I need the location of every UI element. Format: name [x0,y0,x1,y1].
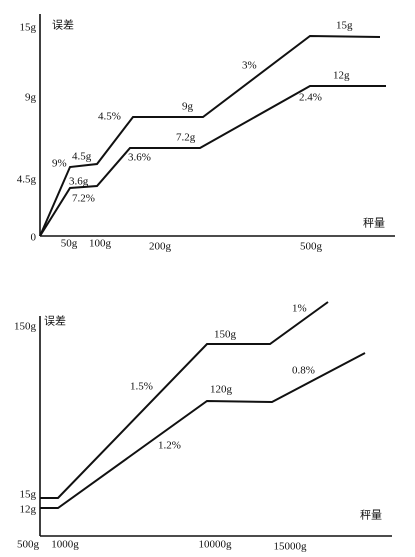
x-label: 1000g [51,539,79,551]
annotation: 9% [52,158,67,170]
y-label: 15g [20,489,37,501]
annotation: 7.2g [176,132,196,144]
x-label: 50g [61,238,78,250]
top-lower-line [39,85,386,237]
top-axes [39,14,395,237]
x-label: 10000g [199,539,233,551]
x-label: 500g [17,539,40,551]
annotation: 2.4% [299,92,322,104]
axis-title: 秤量 [360,509,382,522]
y-label: 4.5g [17,174,37,186]
bottom-lower-line [40,352,366,509]
annotation: 7.2% [72,193,95,205]
y-label: 15g [20,22,37,34]
annotation: 1% [292,303,307,315]
y-label: 9g [25,92,37,104]
annotation: 9g [182,101,194,113]
x-label: 100g [89,238,112,250]
axis-title: 误差 [52,18,74,32]
axis-title: 误差 [44,314,66,328]
y-label: 0 [31,232,37,244]
annotation: 4.5% [98,111,121,123]
annotation: 120g [210,384,233,396]
top-upper-line [39,34,381,237]
annotation: 3.6% [128,152,151,164]
annotation: 12g [333,70,350,82]
y-label: 12g [20,504,37,516]
x-label: 15000g [274,541,308,553]
annotation: 1.5% [130,381,153,393]
y-label: 150g [14,321,37,333]
annotation: 150g [214,329,237,341]
x-label: 500g [300,241,323,253]
axis-title: 秤量 [363,217,385,230]
annotation: 4.5g [72,151,92,163]
annotation: 1.2% [158,440,181,452]
annotation: 3.6g [69,176,89,188]
annotation: 0.8% [292,365,315,377]
bottom-axes [39,316,392,537]
annotation: 3% [242,60,257,72]
x-label: 200g [149,241,172,253]
bottom-upper-line [40,301,329,499]
annotation: 15g [336,20,353,32]
